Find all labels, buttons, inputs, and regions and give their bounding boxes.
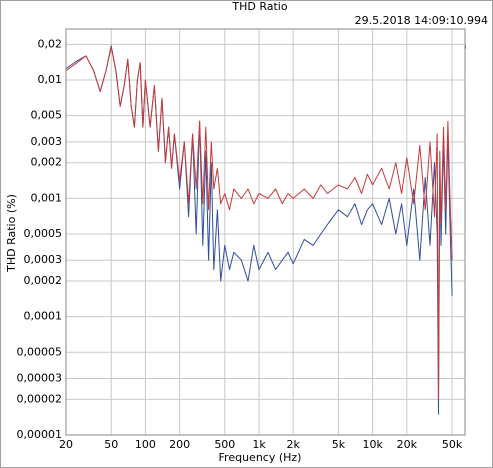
plot-border bbox=[65, 28, 466, 436]
plot-area bbox=[65, 28, 466, 436]
x-tick-label: 20k bbox=[397, 438, 418, 451]
y-tick-label: 0,00005 bbox=[17, 345, 63, 358]
y-axis-label: THD Ratio (%) bbox=[5, 194, 18, 273]
timestamp: 29.5.2018 14:09:10.994 bbox=[355, 14, 488, 27]
y-tick-label: 0,0002 bbox=[24, 274, 63, 287]
x-tick-label: 20 bbox=[59, 438, 73, 451]
x-tick-label: 100 bbox=[135, 438, 156, 451]
y-tick-label: 0,002 bbox=[31, 156, 63, 169]
x-tick-label: 10k bbox=[362, 438, 383, 451]
y-tick-label: 0,0001 bbox=[24, 310, 63, 323]
x-tick-label: 50 bbox=[104, 438, 118, 451]
x-tick-label: 1k bbox=[252, 438, 266, 451]
y-tick-label: 0,005 bbox=[31, 109, 63, 122]
y-tick-label: 0,003 bbox=[31, 135, 63, 148]
x-tick-label: 2k bbox=[287, 438, 301, 451]
y-tick-label: 0,00003 bbox=[17, 372, 63, 385]
y-tick-label: 0,00001 bbox=[17, 428, 63, 441]
x-tick-label: 500 bbox=[214, 438, 235, 451]
y-tick-label: 0,0003 bbox=[24, 253, 63, 266]
y-tick-label: 0,02 bbox=[38, 37, 63, 50]
chart-title: THD Ratio bbox=[231, 0, 287, 13]
x-tick-label: 5k bbox=[332, 438, 346, 451]
x-axis-label: Frequency (Hz) bbox=[219, 451, 302, 464]
y-tick-label: 0,00002 bbox=[17, 392, 63, 405]
x-tick-label: 50k bbox=[442, 438, 463, 451]
y-tick-label: 0,0005 bbox=[24, 227, 63, 240]
y-tick-label: 0,001 bbox=[31, 191, 63, 204]
y-tick-label: 0,01 bbox=[38, 73, 63, 86]
x-tick-label: 200 bbox=[169, 438, 190, 451]
series-line bbox=[65, 46, 453, 400]
